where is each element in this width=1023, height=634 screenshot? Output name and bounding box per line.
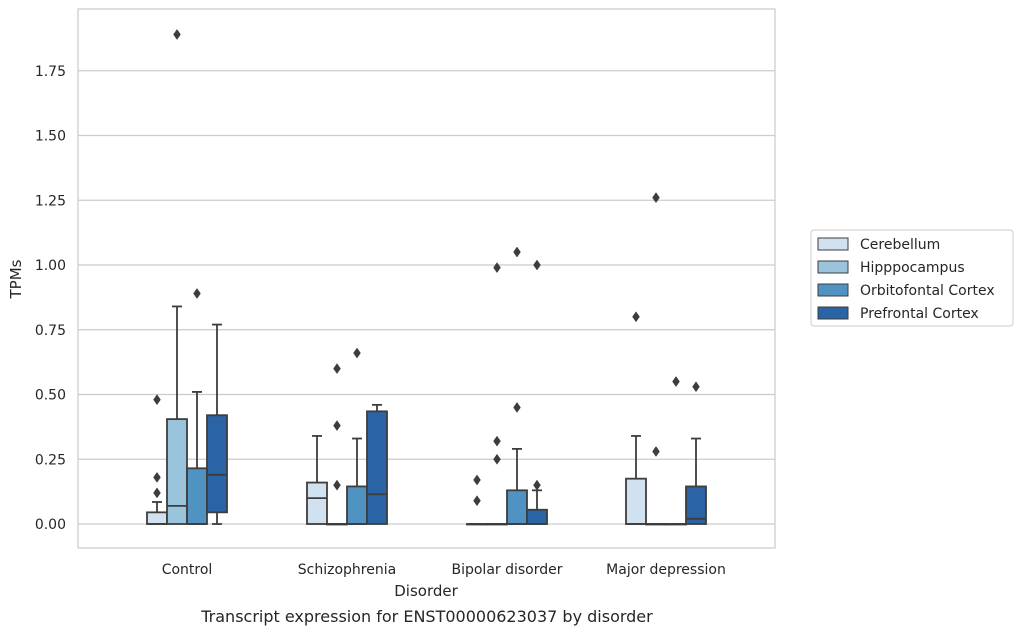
- outlier-point: [692, 381, 700, 393]
- outlier-point: [473, 495, 481, 507]
- y-tick-label: 1.25: [35, 193, 66, 209]
- x-tick-label: Control: [162, 562, 213, 578]
- outlier-point: [153, 471, 161, 483]
- outlier-point: [333, 420, 341, 432]
- box: [486, 262, 508, 526]
- box-body: [166, 418, 188, 525]
- x-axis-ticks: Control Schizophrenia Bipolar disorder Majo…: [162, 562, 726, 578]
- outlier-point: [493, 262, 501, 274]
- box: [625, 311, 647, 525]
- box-body: [685, 485, 707, 525]
- y-tick-label: 0.00: [35, 517, 66, 533]
- legend-label: Prefrontal Cortex: [860, 306, 979, 322]
- legend-label: Cerebellum: [860, 237, 940, 253]
- legend-label: Hipppocampus: [860, 260, 965, 276]
- plot-frame: [77, 8, 776, 549]
- outlier-point: [353, 347, 361, 359]
- outlier-point: [473, 474, 481, 486]
- y-tick-label: 0.75: [35, 323, 66, 339]
- outlier-point: [153, 487, 161, 499]
- box-body: [526, 508, 548, 525]
- figure-caption: Transcript expression for ENST0000062303…: [200, 607, 653, 626]
- plot-background: [78, 9, 775, 548]
- box: [186, 288, 208, 525]
- legend-swatch: [817, 237, 849, 251]
- outlier-point: [153, 394, 161, 406]
- x-axis-label: Disorder: [394, 582, 458, 600]
- x-tick-label: Schizophrenia: [298, 562, 396, 578]
- box-body: [506, 489, 528, 525]
- legend-swatch: [817, 306, 849, 320]
- outlier-point: [333, 363, 341, 375]
- y-tick-label: 0.25: [35, 452, 66, 468]
- outlier-point: [533, 479, 541, 491]
- x-tick-label: Bipolar disorder: [451, 562, 562, 578]
- box-body: [366, 410, 388, 525]
- outlier-point: [513, 402, 521, 413]
- box: [526, 259, 548, 525]
- box-body: [206, 414, 228, 514]
- outlier-point: [652, 446, 660, 457]
- legend: Cerebellum Hipppocampus Orbitofontal Corte…: [810, 229, 1014, 327]
- legend-swatch: [817, 283, 849, 297]
- x-tick-label: Major depression: [606, 562, 726, 578]
- legend-label: Orbitofontal Cortex: [860, 283, 995, 299]
- box-body: [346, 485, 368, 525]
- box-body: [186, 467, 208, 525]
- outlier-point: [493, 453, 501, 465]
- boxes: [146, 29, 707, 526]
- box: [346, 347, 368, 525]
- box: [366, 403, 388, 525]
- y-tick-label: 0.50: [35, 388, 66, 404]
- y-tick-label: 1.50: [35, 129, 66, 145]
- legend-swatch: [817, 260, 849, 274]
- box: [645, 192, 667, 526]
- outlier-point: [493, 435, 501, 447]
- outlier-point: [173, 29, 181, 40]
- outlier-point: [513, 246, 521, 258]
- outlier-point: [672, 376, 680, 387]
- outlier-point: [632, 311, 640, 323]
- box: [206, 323, 228, 525]
- y-axis-ticks: 0.00 0.25 0.50 0.75 1.00 1.25 1.50 1.75: [35, 64, 66, 533]
- box: [326, 363, 348, 526]
- outlier-point: [652, 192, 660, 204]
- box-body: [625, 477, 647, 525]
- legend-frame: [810, 229, 1014, 327]
- y-tick-label: 1.00: [35, 258, 66, 274]
- y-tick-label: 1.75: [35, 64, 66, 80]
- box: [506, 246, 528, 525]
- box: [685, 381, 707, 525]
- outlier-point: [193, 288, 201, 299]
- box-body: [146, 511, 168, 525]
- box: [306, 435, 328, 525]
- y-axis-label: TPMs: [7, 259, 25, 299]
- outlier-point: [333, 479, 341, 491]
- outlier-point: [533, 259, 541, 271]
- box-body: [306, 481, 328, 525]
